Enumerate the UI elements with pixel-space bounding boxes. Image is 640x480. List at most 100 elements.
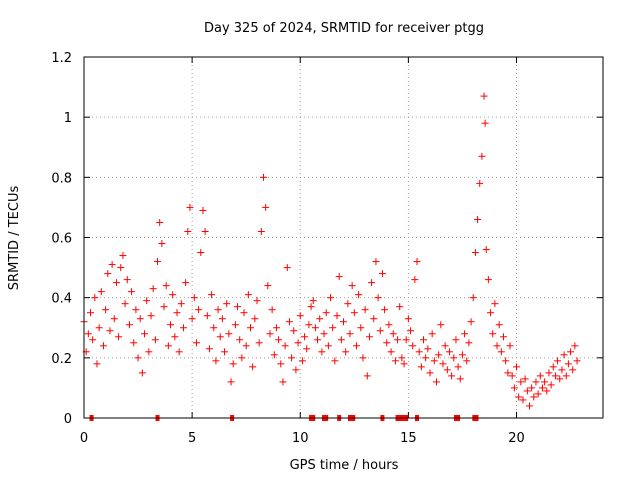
data-point [435, 351, 443, 359]
data-point [270, 351, 278, 359]
data-point [376, 327, 384, 335]
data-point [177, 300, 185, 308]
data-point [502, 357, 510, 365]
data-point [558, 366, 566, 374]
y-tick-label: 0.4 [51, 292, 72, 307]
data-point [523, 387, 531, 395]
data-point [292, 366, 300, 374]
data-point [199, 206, 207, 214]
data-point [253, 297, 261, 305]
data-point [195, 306, 203, 314]
data-point [340, 318, 347, 326]
data-point [515, 393, 523, 401]
data-point [493, 342, 501, 350]
data-point [415, 348, 423, 356]
data-point [528, 384, 536, 392]
data-point [95, 324, 103, 332]
data-point [404, 315, 412, 323]
data-point [530, 393, 538, 401]
data-point [84, 330, 92, 338]
data-point [327, 294, 335, 302]
data-point [432, 378, 440, 386]
data-point [374, 294, 382, 302]
data-point [521, 375, 529, 383]
data-point [525, 402, 533, 410]
data-point [184, 227, 192, 235]
data-point [268, 306, 276, 314]
data-point [214, 306, 222, 314]
data-point [489, 330, 497, 338]
data-point [175, 348, 183, 356]
y-tick-label: 0.6 [51, 232, 72, 247]
data-point [510, 384, 518, 392]
data-point [236, 336, 244, 344]
data-point [456, 375, 464, 383]
data-point [89, 336, 97, 344]
data-point [229, 360, 237, 368]
data-point [391, 357, 399, 365]
data-point [212, 357, 220, 365]
data-point [128, 288, 136, 296]
data-point [500, 333, 508, 341]
data-point [549, 363, 557, 371]
data-point [264, 282, 272, 290]
data-point [569, 366, 577, 374]
data-point [231, 321, 239, 329]
data-point [350, 309, 358, 317]
data-point [532, 378, 540, 386]
data-point [247, 324, 255, 332]
data-point [378, 270, 386, 278]
data-point [262, 203, 270, 211]
data-point [452, 336, 460, 344]
data-point [190, 294, 198, 302]
data-point [290, 327, 298, 335]
data-point [324, 342, 332, 350]
data-point [225, 330, 233, 338]
data-point [320, 330, 328, 338]
data-point [141, 330, 149, 338]
data-point [385, 321, 393, 329]
data-point [506, 342, 514, 350]
data-point [221, 348, 229, 356]
data-point [333, 312, 341, 320]
data-point [119, 252, 127, 260]
data-point [91, 294, 99, 302]
data-point [97, 288, 105, 296]
plot-frame [83, 56, 604, 419]
data-point [251, 315, 259, 323]
y-tick-label: 1 [64, 111, 72, 126]
data-point [303, 345, 311, 353]
data-point [355, 291, 363, 299]
data-point [167, 321, 174, 329]
data-point [554, 357, 562, 365]
data-point [162, 282, 170, 290]
chart-title: Day 325 of 2024, SRMTID for receiver ptg… [204, 21, 484, 36]
data-point [125, 321, 133, 329]
data-point [534, 390, 542, 398]
data-point [136, 315, 144, 323]
data-point [467, 318, 475, 326]
data-point [296, 312, 304, 320]
data-point [138, 369, 146, 377]
data-point [508, 372, 516, 380]
data-point [426, 369, 434, 377]
data-point [413, 258, 421, 266]
data-point [208, 291, 216, 299]
data-point [285, 318, 293, 326]
data-point [564, 360, 572, 368]
x-tick-labels: 0 5 10 15 20 [80, 431, 525, 446]
data-point [266, 330, 274, 338]
x-tick-label: 10 [292, 431, 309, 446]
data-point [223, 300, 231, 308]
data-point [145, 348, 153, 356]
data-point [115, 333, 123, 341]
data-point [156, 218, 164, 226]
y-tick-labels: 0 0.2 0.4 0.6 0.8 1 1.2 [51, 51, 72, 427]
data-point [348, 282, 356, 290]
data-point [121, 300, 129, 308]
data-point [314, 336, 322, 344]
data-point [272, 324, 280, 332]
data-point [169, 291, 177, 299]
data-point [573, 357, 581, 365]
data-point [249, 363, 257, 371]
